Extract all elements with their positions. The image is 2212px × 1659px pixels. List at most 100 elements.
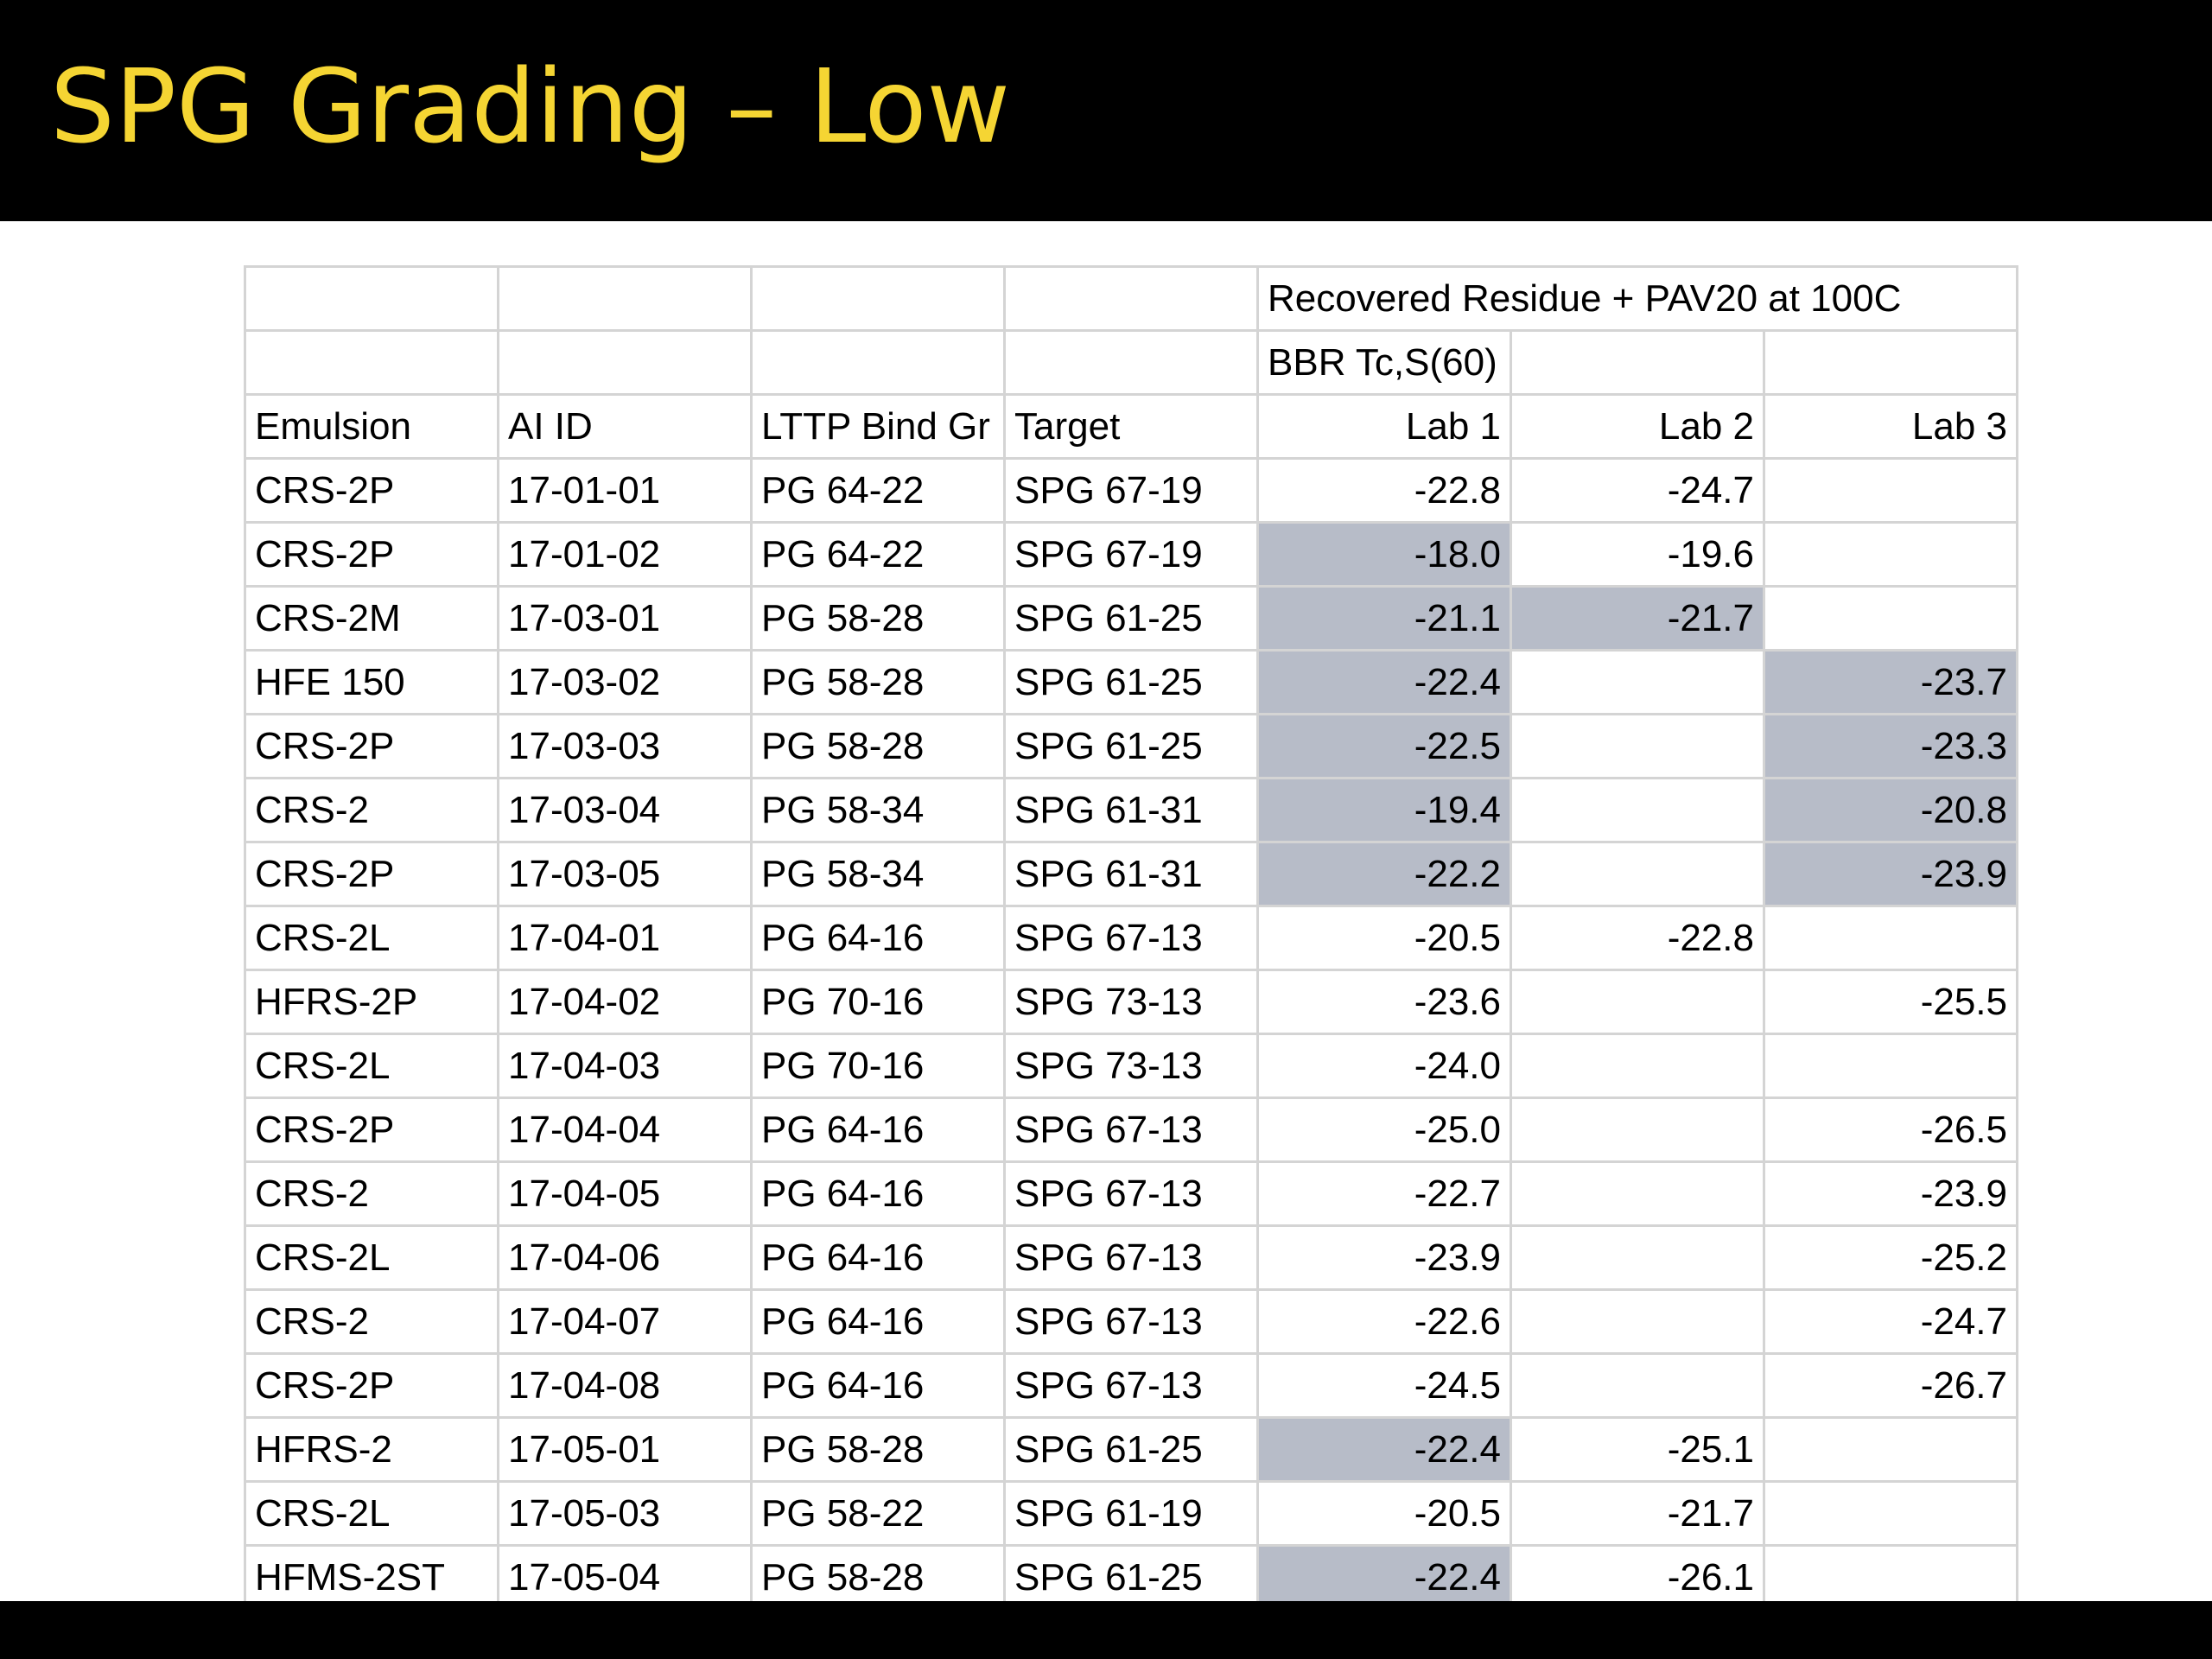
cell-ai-id: 17-04-04 xyxy=(497,1096,753,1163)
column-header-ai-id: AI ID xyxy=(497,393,753,460)
cell-target: SPG 61-19 xyxy=(1003,1480,1259,1547)
table-row: CRS-2L 17-04-06 PG 64-16 SPG 67-13 -23.9 -25.… xyxy=(244,1224,2018,1291)
cell-lab-2 xyxy=(1510,649,1765,715)
header-group-title: Recovered Residue + PAV20 at 100C xyxy=(1256,265,2018,332)
header-row-subgroup: BBR Tc,S(60) xyxy=(244,329,2018,396)
cell-lttp-bind-gr: PG 58-34 xyxy=(750,841,1006,907)
cell-target: SPG 67-13 xyxy=(1003,1288,1259,1355)
cell-lab-3 xyxy=(1763,585,2018,652)
header-row-group: Recovered Residue + PAV20 at 100C xyxy=(244,265,2018,332)
table-row: HFMS-2ST 17-05-04 PG 58-28 SPG 61-25 -22.4 -2… xyxy=(244,1544,2018,1611)
cell-lab-1: -20.5 xyxy=(1256,1480,1512,1547)
column-header-lab-1: Lab 1 xyxy=(1256,393,1512,460)
cell-emulsion: CRS-2 xyxy=(244,777,499,843)
column-header-lab-2: Lab 2 xyxy=(1510,393,1765,460)
cell-ai-id: 17-01-02 xyxy=(497,521,753,588)
cell-emulsion: HFRS-2P xyxy=(244,969,499,1035)
cell-lab-2 xyxy=(1510,841,1765,907)
cell-lab-2: -22.8 xyxy=(1510,905,1765,971)
cell-lab-1: -21.1 xyxy=(1256,585,1512,652)
cell-lab-1: -22.5 xyxy=(1256,713,1512,779)
cell-lab-2 xyxy=(1510,1352,1765,1419)
cell-lab-2: -25.1 xyxy=(1510,1416,1765,1483)
cell-ai-id: 17-05-04 xyxy=(497,1544,753,1611)
cell-lab-2 xyxy=(1510,1224,1765,1291)
cell-lttp-bind-gr: PG 58-34 xyxy=(750,777,1006,843)
cell-emulsion: CRS-2L xyxy=(244,1033,499,1099)
cell-lttp-bind-gr: PG 64-22 xyxy=(750,521,1006,588)
cell-emulsion: CRS-2P xyxy=(244,1352,499,1419)
bottom-bar xyxy=(0,1601,2212,1659)
cell-ai-id: 17-04-05 xyxy=(497,1160,753,1227)
cell-target: SPG 73-13 xyxy=(1003,969,1259,1035)
cell-ai-id: 17-04-02 xyxy=(497,969,753,1035)
cell-lab-2: -19.6 xyxy=(1510,521,1765,588)
cell-target: SPG 67-13 xyxy=(1003,1160,1259,1227)
cell-lab-3: -26.5 xyxy=(1763,1096,2018,1163)
cell-emulsion: CRS-2L xyxy=(244,1480,499,1547)
cell-target: SPG 61-25 xyxy=(1003,585,1259,652)
cell-lttp-bind-gr: PG 58-28 xyxy=(750,713,1006,779)
cell-lab-1: -22.8 xyxy=(1256,457,1512,524)
cell-emulsion: HFE 150 xyxy=(244,649,499,715)
cell-lab-3: -23.9 xyxy=(1763,841,2018,907)
grading-table: Recovered Residue + PAV20 at 100C BBR Tc… xyxy=(244,265,2018,1611)
cell-target: SPG 61-25 xyxy=(1003,649,1259,715)
cell-lab-1: -22.6 xyxy=(1256,1288,1512,1355)
header-blank-cell xyxy=(1003,265,1259,332)
cell-lab-3 xyxy=(1763,521,2018,588)
cell-target: SPG 61-31 xyxy=(1003,777,1259,843)
cell-lab-3 xyxy=(1763,1480,2018,1547)
cell-lab-2: -21.7 xyxy=(1510,1480,1765,1547)
cell-lab-3: -23.7 xyxy=(1763,649,2018,715)
cell-lab-1: -22.4 xyxy=(1256,1544,1512,1611)
cell-emulsion: CRS-2M xyxy=(244,585,499,652)
cell-lab-3: -25.5 xyxy=(1763,969,2018,1035)
cell-lttp-bind-gr: PG 64-16 xyxy=(750,1160,1006,1227)
cell-lab-1: -19.4 xyxy=(1256,777,1512,843)
cell-lab-1: -22.4 xyxy=(1256,649,1512,715)
cell-lab-3 xyxy=(1763,1544,2018,1611)
cell-emulsion: CRS-2L xyxy=(244,1224,499,1291)
header-blank-cell xyxy=(244,265,499,332)
cell-lttp-bind-gr: PG 70-16 xyxy=(750,1033,1006,1099)
cell-lab-1: -23.6 xyxy=(1256,969,1512,1035)
header-blank-cell xyxy=(1510,329,1765,396)
cell-lab-3 xyxy=(1763,905,2018,971)
cell-lttp-bind-gr: PG 58-22 xyxy=(750,1480,1006,1547)
cell-lttp-bind-gr: PG 58-28 xyxy=(750,1416,1006,1483)
cell-emulsion: CRS-2 xyxy=(244,1288,499,1355)
title-bar: SPG Grading – Low xyxy=(0,0,2212,221)
cell-ai-id: 17-03-03 xyxy=(497,713,753,779)
cell-lab-1: -20.5 xyxy=(1256,905,1512,971)
cell-lab-1: -24.5 xyxy=(1256,1352,1512,1419)
cell-ai-id: 17-03-01 xyxy=(497,585,753,652)
cell-target: SPG 67-13 xyxy=(1003,1224,1259,1291)
cell-lab-3: -23.9 xyxy=(1763,1160,2018,1227)
table-row: HFRS-2P 17-04-02 PG 70-16 SPG 73-13 -23.6 -25… xyxy=(244,969,2018,1035)
cell-lab-3 xyxy=(1763,1416,2018,1483)
cell-lab-3: -24.7 xyxy=(1763,1288,2018,1355)
cell-lttp-bind-gr: PG 70-16 xyxy=(750,969,1006,1035)
header-blank-cell xyxy=(1003,329,1259,396)
cell-emulsion: HFMS-2ST xyxy=(244,1544,499,1611)
cell-lab-2 xyxy=(1510,1096,1765,1163)
cell-target: SPG 61-31 xyxy=(1003,841,1259,907)
cell-emulsion: CRS-2P xyxy=(244,841,499,907)
cell-ai-id: 17-04-07 xyxy=(497,1288,753,1355)
cell-emulsion: CRS-2L xyxy=(244,905,499,971)
header-blank-cell xyxy=(750,265,1006,332)
table-row: CRS-2P 17-01-01 PG 64-22 SPG 67-19 -22.8 -24.… xyxy=(244,457,2018,524)
cell-target: SPG 67-19 xyxy=(1003,521,1259,588)
cell-lab-1: -24.0 xyxy=(1256,1033,1512,1099)
cell-lab-2: -21.7 xyxy=(1510,585,1765,652)
cell-lttp-bind-gr: PG 64-16 xyxy=(750,1224,1006,1291)
cell-lab-2 xyxy=(1510,777,1765,843)
cell-lab-2: -24.7 xyxy=(1510,457,1765,524)
cell-lab-1: -22.2 xyxy=(1256,841,1512,907)
cell-lab-3: -20.8 xyxy=(1763,777,2018,843)
cell-lab-3: -26.7 xyxy=(1763,1352,2018,1419)
cell-ai-id: 17-05-01 xyxy=(497,1416,753,1483)
table-row: HFRS-2 17-05-01 PG 58-28 SPG 61-25 -22.4 -25.… xyxy=(244,1416,2018,1483)
cell-target: SPG 67-13 xyxy=(1003,905,1259,971)
